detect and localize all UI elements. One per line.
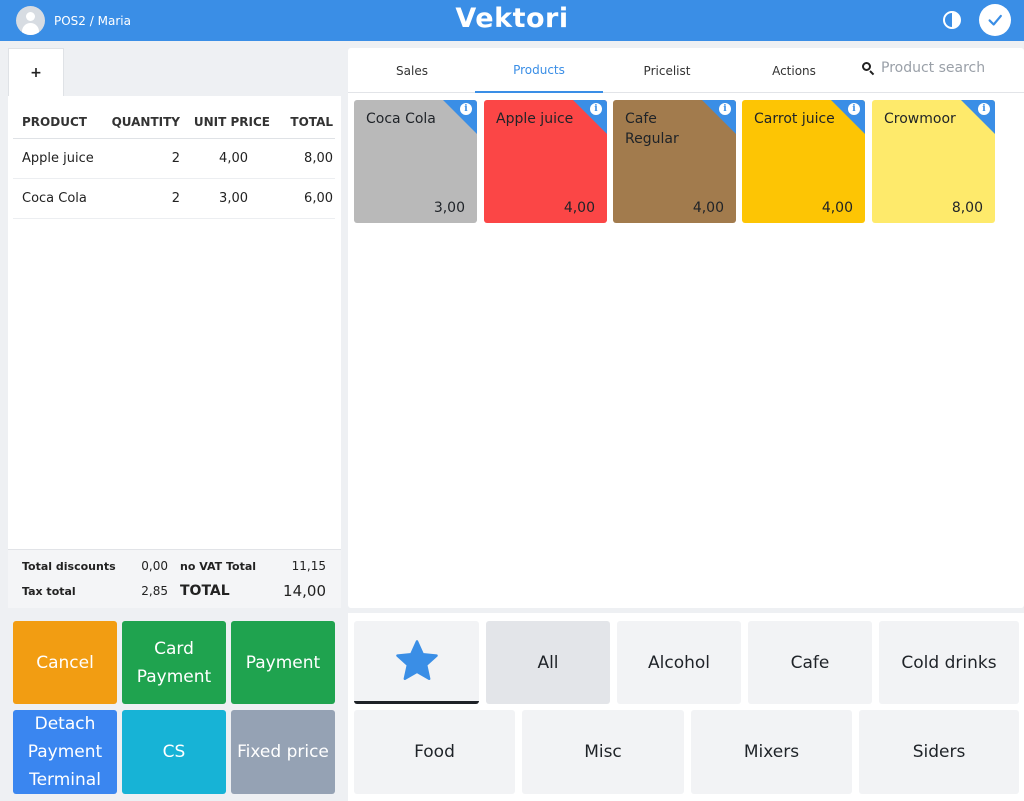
order-tabs: + (8, 48, 341, 96)
order-summary: Total discounts 0,00 no VAT Total 11,15 … (8, 549, 341, 608)
grand-total-value: 14,00 (283, 582, 326, 600)
col-product: PRODUCT (22, 115, 87, 129)
fixed-price-button[interactable]: Fixed price (231, 710, 335, 794)
category-all[interactable]: All (486, 621, 610, 704)
product-search (862, 60, 1021, 76)
info-icon[interactable]: i (978, 103, 990, 115)
new-order-tab[interactable]: + (8, 48, 64, 96)
info-icon[interactable]: i (848, 103, 860, 115)
info-icon[interactable]: i (460, 103, 472, 115)
top-bar: POS2 / Maria Vektori (0, 0, 1024, 41)
tab-actions[interactable]: Actions (772, 63, 816, 78)
category-cafe[interactable]: Cafe (748, 621, 872, 704)
confirm-button[interactable] (979, 4, 1011, 36)
grand-total-label: TOTAL (180, 583, 230, 599)
product-price: 4,00 (563, 200, 595, 216)
card-payment-button[interactable]: Card Payment (122, 621, 226, 704)
order-line[interactable]: Apple juice 2 4,00 8,00 (13, 139, 335, 179)
no-vat-total-label: no VAT Total (180, 559, 257, 573)
tax-total-value: 2,85 (141, 584, 168, 598)
contrast-toggle-icon[interactable] (943, 11, 961, 29)
product-name: Cafe Regular (625, 111, 679, 147)
product-price: 4,00 (821, 200, 853, 216)
product-name: Coca Cola (366, 111, 436, 127)
star-icon (395, 640, 438, 680)
product-price: 8,00 (951, 200, 983, 216)
user-avatar-icon (16, 6, 45, 35)
product-name: Crowmoor (884, 111, 956, 127)
search-input[interactable] (881, 60, 1021, 76)
line-total: 8,00 (304, 151, 333, 166)
order-line[interactable]: Coca Cola 2 3,00 6,00 (13, 179, 335, 219)
product-name: Carrot juice (754, 111, 835, 127)
brand-title: Vektori (455, 3, 569, 34)
category-siders[interactable]: Siders (859, 710, 1019, 794)
view-tabs: Sales Products Pricelist Actions (348, 48, 1024, 93)
order-panel: + PRODUCT QUANTITY UNIT PRICE TOTAL Appl… (8, 48, 341, 608)
col-quantity: QUANTITY (111, 115, 180, 129)
search-icon (862, 62, 875, 76)
detach-payment-terminal-button[interactable]: Detach Payment Terminal (13, 710, 117, 794)
product-tile-cafe-regular[interactable]: Cafe Regular 4,00 i (613, 100, 736, 223)
user-menu[interactable]: POS2 / Maria (16, 6, 131, 35)
product-price: 3,00 (433, 200, 465, 216)
product-price: 4,00 (692, 200, 724, 216)
no-vat-total-value: 11,15 (291, 559, 326, 573)
line-quantity: 2 (171, 191, 180, 206)
checkmark-icon (988, 14, 1002, 26)
order-table-header: PRODUCT QUANTITY UNIT PRICE TOTAL (13, 106, 335, 139)
line-unit-price: 3,00 (219, 191, 248, 206)
line-total: 6,00 (304, 191, 333, 206)
product-tile-coca-cola[interactable]: Coca Cola 3,00 i (354, 100, 477, 223)
line-product: Coca Cola (22, 191, 87, 206)
total-discounts-label: Total discounts (22, 559, 116, 573)
info-icon[interactable]: i (590, 103, 602, 115)
category-food[interactable]: Food (354, 710, 515, 794)
order-table: PRODUCT QUANTITY UNIT PRICE TOTAL Apple … (13, 106, 335, 219)
line-product: Apple juice (22, 151, 94, 166)
category-alcohol[interactable]: Alcohol (617, 621, 741, 704)
category-misc[interactable]: Misc (522, 710, 684, 794)
total-discounts-value: 0,00 (141, 559, 168, 573)
info-icon[interactable]: i (719, 103, 731, 115)
tax-total-label: Tax total (22, 584, 76, 598)
product-tile-carrot-juice[interactable]: Carrot juice 4,00 i (742, 100, 865, 223)
category-cold-drinks[interactable]: Cold drinks (879, 621, 1019, 704)
category-mixers[interactable]: Mixers (691, 710, 852, 794)
products-panel: Sales Products Pricelist Actions Coca Co… (348, 48, 1024, 608)
favorites-category[interactable] (354, 621, 479, 704)
line-quantity: 2 (171, 151, 180, 166)
category-panel: All Alcohol Cafe Cold drinks Food Misc M… (348, 613, 1024, 801)
col-unit-price: UNIT PRICE (193, 115, 270, 129)
product-tile-apple-juice[interactable]: Apple juice 4,00 i (484, 100, 607, 223)
payment-button[interactable]: Payment (231, 621, 335, 704)
tab-sales[interactable]: Sales (396, 63, 428, 78)
tab-pricelist[interactable]: Pricelist (643, 63, 691, 78)
cs-button[interactable]: CS (122, 710, 226, 794)
line-unit-price: 4,00 (219, 151, 248, 166)
product-name: Apple juice (496, 111, 574, 127)
col-total: TOTAL (290, 115, 333, 129)
user-label: POS2 / Maria (54, 13, 131, 28)
tab-products[interactable]: Products (475, 48, 603, 93)
product-tile-crowmoor[interactable]: Crowmoor 8,00 i (872, 100, 995, 223)
cancel-button[interactable]: Cancel (13, 621, 117, 704)
